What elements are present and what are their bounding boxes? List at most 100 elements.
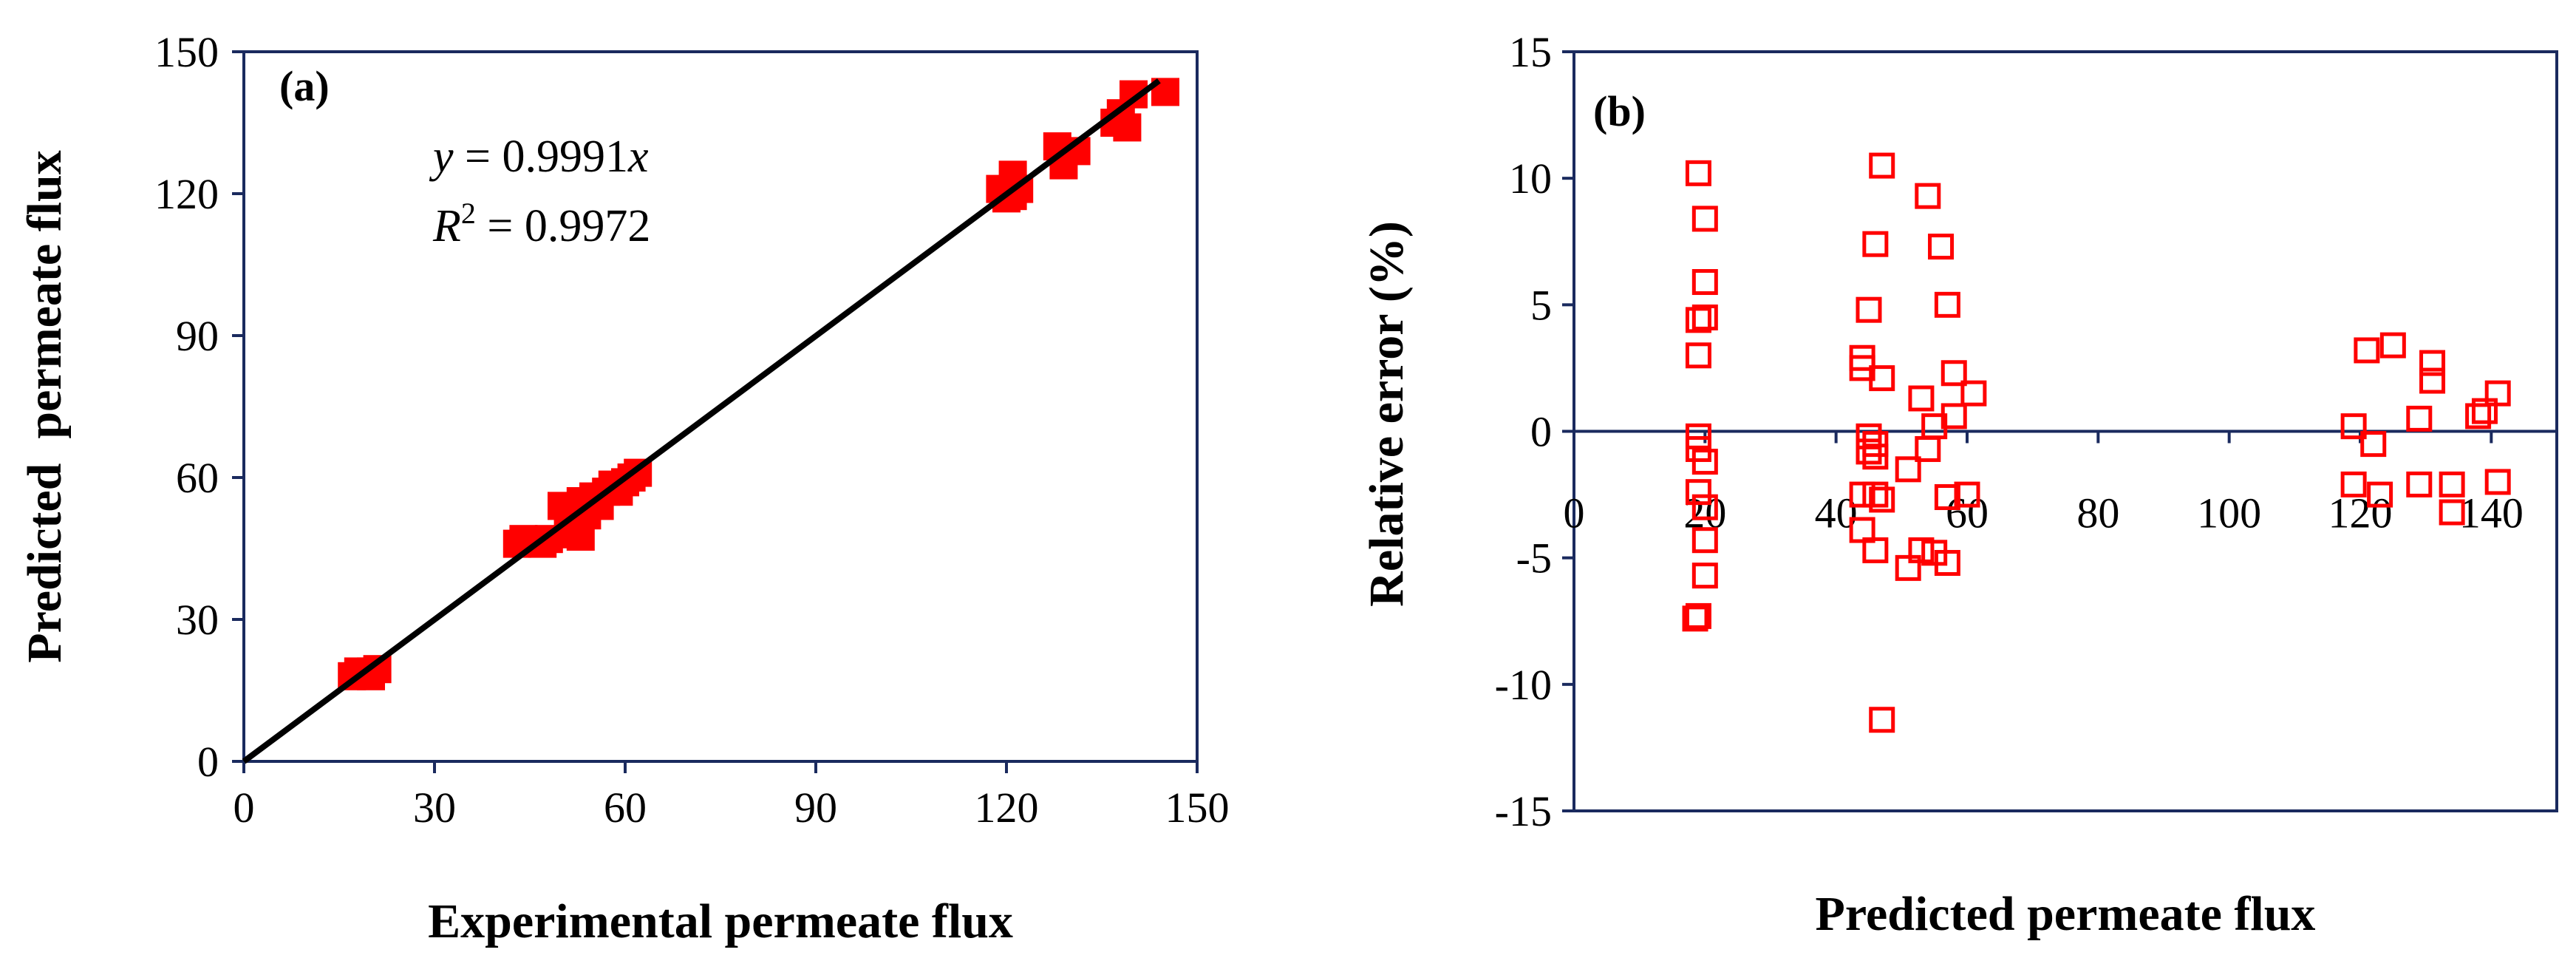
r-squared-var: R xyxy=(432,201,461,251)
x-tick-label-a: 90 xyxy=(794,784,837,832)
data-point-b xyxy=(1869,707,1895,733)
data-point-a xyxy=(1113,113,1142,142)
y-tick-label-b: 0 xyxy=(1530,408,1552,456)
data-point-b xyxy=(1869,365,1895,392)
data-point-b xyxy=(2471,398,2498,424)
fit-line-a xyxy=(242,78,1161,764)
data-point-b xyxy=(2465,403,2492,429)
data-point-b xyxy=(2406,405,2433,432)
panel-label-a: (a) xyxy=(279,62,330,110)
data-point-b xyxy=(1869,486,1895,513)
data-point-b xyxy=(1895,554,1921,581)
data-point-b xyxy=(1691,449,1718,475)
data-point-b xyxy=(1862,231,1889,257)
data-point-b xyxy=(1954,481,1980,508)
data-point-b xyxy=(2484,380,2511,407)
x-tick-label-a: 120 xyxy=(975,784,1039,832)
data-point-b xyxy=(1685,160,1711,186)
x-tick-label-a: 0 xyxy=(234,784,255,832)
equation-annotation: y = 0.9991x xyxy=(429,132,649,182)
x-tick-label-a: 30 xyxy=(413,784,456,832)
data-point-b xyxy=(2340,413,2367,440)
tick-labels-a: 0 30 60 90 120 150 0 30 60 90 120 150 xyxy=(154,28,1230,832)
data-point-b xyxy=(1685,307,1711,333)
x-tick-label-b: 100 xyxy=(2197,489,2261,537)
data-point-b xyxy=(2419,367,2446,394)
data-point-b xyxy=(1862,537,1889,563)
data-point-b xyxy=(2340,471,2367,497)
data-point-b xyxy=(2439,499,2465,526)
data-point-b xyxy=(1895,456,1921,483)
data-point-b xyxy=(1849,517,1875,543)
data-point-a xyxy=(566,523,595,551)
y-tick-label-b: -10 xyxy=(1495,661,1552,709)
x-tick-label-b: 140 xyxy=(2459,489,2524,537)
data-point-b xyxy=(2406,471,2433,497)
data-point-b xyxy=(1691,527,1718,554)
r-squared-value: = 0.9972 xyxy=(476,201,650,251)
data-point-b xyxy=(1934,550,1960,577)
data-point-b xyxy=(2379,332,2406,359)
data-point-b xyxy=(1856,438,1882,465)
chart-panel-a: 0 30 60 90 120 150 0 30 60 90 120 150 (a) y = 0.999… xyxy=(18,28,1230,948)
y-tick-label-a: 150 xyxy=(154,28,219,76)
y-tick-label-a: 120 xyxy=(154,170,219,218)
equation-value: = 0.9991 xyxy=(454,132,628,182)
data-point-b xyxy=(2439,471,2465,497)
data-point-b xyxy=(1849,481,1875,508)
panel-label-b: (b) xyxy=(1593,87,1646,135)
equation-var-x: x xyxy=(627,132,649,182)
plot-area-a xyxy=(242,50,1199,763)
data-point-b xyxy=(1940,360,1967,387)
y-axis-title-a: Predicted permeate flux xyxy=(18,150,72,662)
data-point-b xyxy=(2367,481,2393,508)
data-point-b xyxy=(1934,484,1960,511)
x-tick-label-b: 60 xyxy=(1946,489,1989,537)
data-point-b xyxy=(1685,479,1711,506)
data-point-b xyxy=(1869,152,1895,179)
r-squared-annotation: R2 = 0.9972 xyxy=(432,197,650,251)
x-tick-label-a: 60 xyxy=(604,784,647,832)
data-point-b xyxy=(1862,444,1889,470)
y-tick-label-a: 90 xyxy=(176,312,219,360)
data-point-b xyxy=(1908,537,1935,563)
data-point-b xyxy=(2419,350,2446,376)
data-point-b xyxy=(1691,494,1718,520)
data-point-b xyxy=(1691,304,1718,330)
data-point-b xyxy=(1862,481,1889,508)
data-point-b xyxy=(1908,385,1935,412)
data-point-b xyxy=(2484,469,2511,495)
data-point-b xyxy=(2354,337,2380,364)
data-points-b xyxy=(1682,152,2511,733)
data-point-b xyxy=(1691,205,1718,232)
y-tick-label-a: 30 xyxy=(176,596,219,644)
y-tick-label-b: 5 xyxy=(1530,281,1552,329)
data-point-b xyxy=(1691,563,1718,589)
data-point-b xyxy=(1960,380,1987,407)
r-squared-sup: 2 xyxy=(461,197,476,230)
x-tick-label-b: 80 xyxy=(2076,489,2119,537)
data-point-b xyxy=(1691,269,1718,296)
equation-var-y: y xyxy=(429,132,454,182)
data-point-b xyxy=(2360,431,2387,458)
data-point-b xyxy=(1934,291,1960,318)
y-tick-label-a: 0 xyxy=(197,738,219,786)
data-point-b xyxy=(1915,183,1941,209)
x-axis-title-b: Predicted permeate flux xyxy=(1816,887,2316,941)
data-point-b xyxy=(1685,342,1711,369)
y-tick-label-b: -5 xyxy=(1516,534,1552,582)
data-point-b xyxy=(1685,602,1711,629)
data-point-b xyxy=(1928,234,1955,260)
y-tick-label-a: 60 xyxy=(176,454,219,502)
data-point-b xyxy=(1682,605,1708,632)
x-tick-label-b: 0 xyxy=(1564,489,1585,537)
x-axis-title-a: Experimental permeate flux xyxy=(428,894,1013,948)
x-tick-label-a: 150 xyxy=(1165,784,1230,832)
y-tick-label-b: 10 xyxy=(1509,154,1552,203)
y-axis-title-b: Relative error (%) xyxy=(1360,221,1414,607)
y-tick-label-b: 15 xyxy=(1509,28,1552,76)
y-tick-label-b: -15 xyxy=(1495,787,1552,835)
